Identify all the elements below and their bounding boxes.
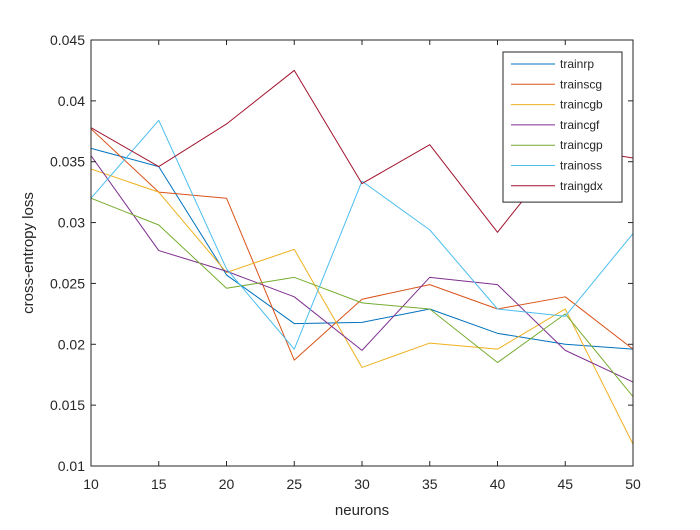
legend: trainrp trainscg traincgb traincgf traincgp t… [502,51,623,203]
legend-label-traincgb: traincgb [560,98,603,112]
series-line-traincgb [91,168,633,445]
x-tick-label: 45 [557,476,573,492]
series-line-trainoss [91,119,633,350]
legend-box [502,51,623,203]
legend-label-trainoss: trainoss [560,159,602,173]
y-tick-label: 0.015 [50,397,85,413]
x-tick-label: 35 [422,476,438,492]
series-line-traincgf [91,155,633,383]
y-tick-label: 0.03 [58,215,85,231]
x-tick-label: 15 [151,476,167,492]
x-tick-label: 50 [625,476,641,492]
series-line-trainscg [91,128,633,361]
x-axis-label: neurons [335,502,389,519]
x-tick-label: 20 [219,476,235,492]
y-tick-label: 0.025 [50,275,85,291]
x-tick-label: 40 [490,476,506,492]
y-tick-label: 0.01 [58,458,85,474]
y-tick-label: 0.035 [50,154,85,170]
series-line-traincgp [91,197,633,397]
x-tick-label: 10 [83,476,99,492]
series-line-trainrp [91,147,633,350]
x-tick-label: 25 [286,476,302,492]
legend-label-traincgf: traincgf [560,118,600,132]
legend-label-trainscg: trainscg [560,77,602,91]
x-tick-label: 30 [354,476,370,492]
legend-label-traingdx: traingdx [560,179,603,193]
y-tick-label: 0.02 [58,336,85,352]
ticks-layer: 10 15 20 25 30 35 40 45 50 0.01 0.015 0.02 0.025 0.03… [50,32,641,492]
y-tick-label: 0.045 [50,32,85,48]
legend-label-traincgp: traincgp [560,138,603,152]
y-axis-label: cross-entropy loss [20,192,37,314]
legend-label-trainrp: trainrp [560,57,594,71]
y-tick-label: 0.04 [58,93,85,109]
